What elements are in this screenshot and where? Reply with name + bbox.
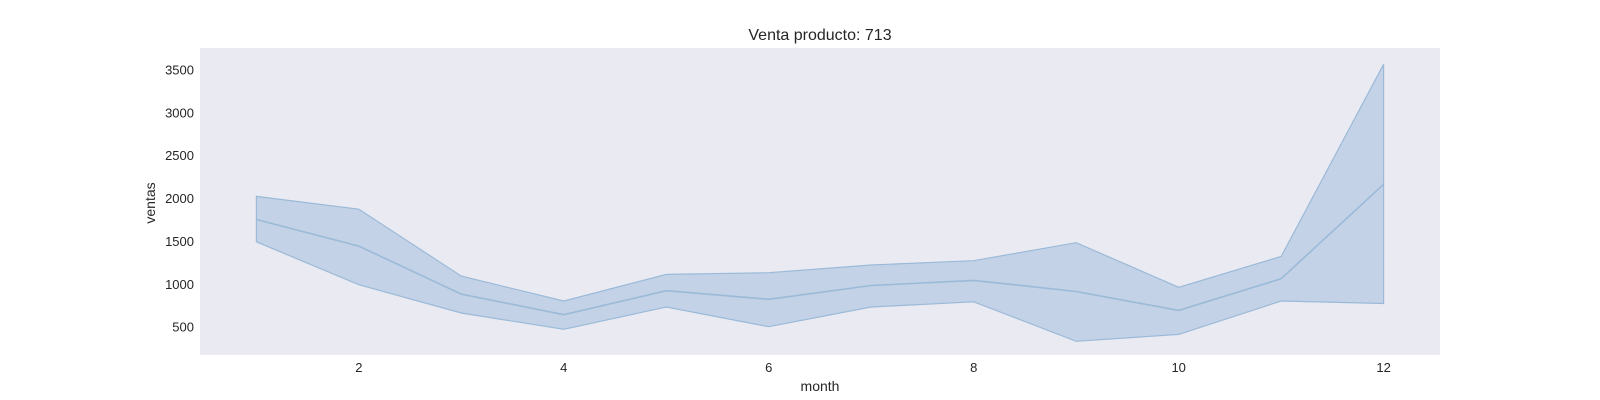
- x-tick-label: 8: [970, 360, 977, 375]
- x-tick-label: 2: [355, 360, 362, 375]
- y-axis-label: ventas: [142, 182, 158, 223]
- x-tick-label: 12: [1376, 360, 1390, 375]
- y-tick-label: 500: [172, 320, 194, 335]
- x-axis-ticks: 2 4 6 8 10 12: [355, 360, 1391, 375]
- confidence-band: [255, 64, 1385, 342]
- y-tick-label: 1500: [165, 234, 194, 249]
- y-axis-ticks: 500 1000 1500 2000 2500 3000 3500: [165, 62, 194, 334]
- y-tick-label: 2000: [165, 191, 194, 206]
- y-tick-label: 1000: [165, 277, 194, 292]
- series-line: [256, 183, 1385, 316]
- chart-title: Venta producto: 713: [748, 27, 891, 44]
- x-tick-label: 4: [560, 360, 567, 375]
- x-tick-label: 6: [765, 360, 772, 375]
- x-tick-label: 10: [1171, 360, 1185, 375]
- y-tick-label: 3000: [165, 105, 194, 120]
- x-axis-label: month: [801, 378, 840, 394]
- y-tick-label: 2500: [165, 148, 194, 163]
- y-tick-label: 3500: [165, 62, 194, 77]
